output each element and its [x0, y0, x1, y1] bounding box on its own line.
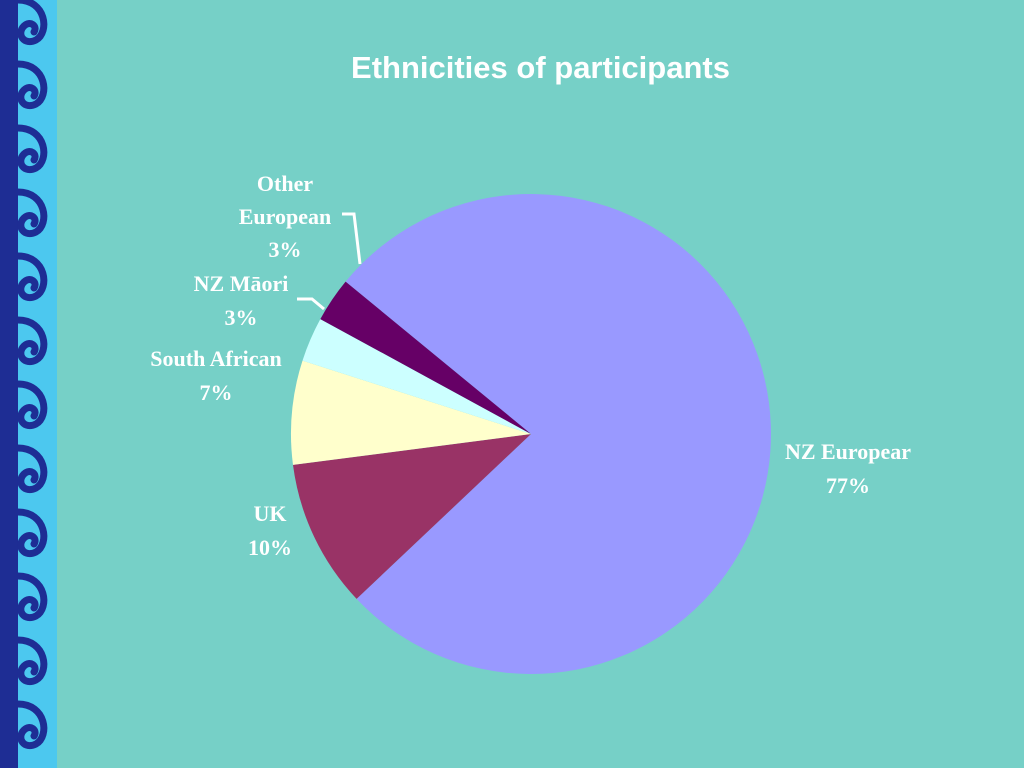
data-label-category: European	[239, 204, 332, 229]
data-label-category: South African	[150, 346, 281, 371]
pie-slice-uk	[292, 434, 531, 599]
data-label-category: UK	[254, 501, 287, 526]
koru-swirl	[14, 700, 48, 749]
data-label-value: 7%	[200, 380, 233, 405]
data-label-value: 10%	[248, 535, 292, 560]
koru-swirl	[14, 60, 48, 109]
pie-slice-nz-european	[345, 194, 772, 674]
leader-line	[297, 297, 325, 311]
koru-swirl	[14, 124, 48, 173]
data-label-category: Other	[257, 171, 313, 196]
pie-slice-other-european	[320, 281, 531, 434]
data-label-category: NZ Europear	[785, 439, 911, 464]
leader-line	[342, 212, 362, 265]
data-label-category: NZ Māori	[194, 271, 289, 296]
koru-swirl	[14, 0, 48, 45]
koru-swirl	[14, 636, 48, 685]
data-label-value: 3%	[225, 305, 258, 330]
koru-swirl	[14, 444, 48, 493]
koru-swirl	[14, 380, 48, 429]
data-label-value: 3%	[269, 237, 302, 262]
koru-swirl	[14, 252, 48, 301]
koru-swirl	[14, 572, 48, 621]
chart-title: Ethnicities of participants	[351, 50, 730, 85]
koru-swirl	[14, 508, 48, 557]
koru-swirl	[14, 188, 48, 237]
pie-slice-south-african	[291, 360, 531, 465]
data-label-value: 77%	[826, 473, 870, 498]
koru-border	[0, 0, 57, 768]
pie-slice-nz-m-ori	[302, 319, 531, 434]
koru-swirl	[14, 316, 48, 365]
